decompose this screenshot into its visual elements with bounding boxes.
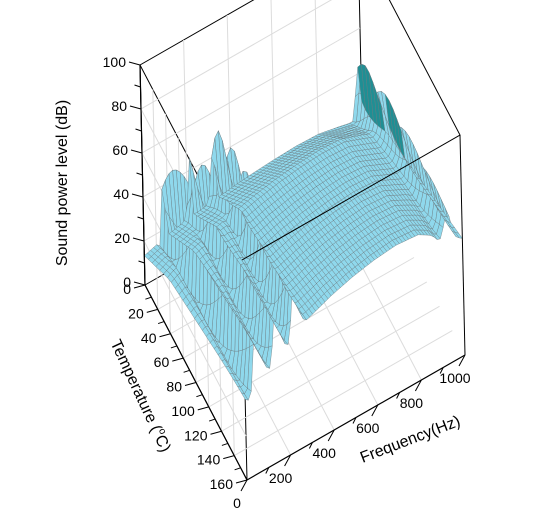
z-tick-mark	[131, 193, 144, 198]
surface-mesh	[143, 63, 463, 401]
x-minor-tick	[265, 467, 270, 474]
y-tick-label: 60	[154, 354, 170, 370]
z-tick-label: 80	[111, 98, 127, 114]
y-tick-label: 120	[184, 427, 208, 443]
y-minor-tick	[221, 442, 229, 446]
z-tick-label: 40	[113, 186, 129, 202]
x-tick-mark	[284, 454, 292, 467]
x-minor-tick	[439, 367, 444, 374]
x-tick-mark	[458, 354, 466, 367]
y-minor-tick	[170, 345, 178, 349]
z-minor-tick	[134, 84, 141, 88]
y-tick-label: 40	[141, 330, 157, 346]
z-minor-tick	[137, 216, 144, 220]
y-tick-mark	[184, 382, 197, 386]
x-tick-label: 400	[313, 445, 337, 461]
z-axis-title: Sound power level (dB)	[54, 100, 71, 266]
surface-cell	[357, 63, 366, 111]
z-tick-label: 60	[112, 142, 128, 158]
x-tick-label: 1000	[439, 370, 470, 386]
y-minor-tick	[208, 418, 216, 422]
z-minor-tick	[138, 260, 145, 264]
y-minor-tick	[145, 296, 152, 300]
z-tick-mark	[129, 105, 142, 110]
y-tick-label: 20	[128, 305, 144, 321]
z-tick-label: 0	[123, 274, 131, 290]
y-tick-mark	[146, 308, 158, 313]
y-tick-label: 0	[123, 281, 131, 297]
x-tick-label: 800	[400, 395, 424, 411]
y-tick-mark	[197, 406, 209, 411]
y-tick-mark	[223, 455, 235, 460]
y-minor-tick	[183, 369, 190, 373]
z-minor-tick	[136, 172, 143, 176]
axis-ticks: 0 200 400 600 800 1000 0 20 40 60 80 100 120 140 160 0 2…	[103, 54, 471, 511]
y-tick-mark	[133, 284, 146, 289]
y-tick-mark	[210, 430, 222, 435]
y-minor-tick	[234, 467, 241, 471]
y-minor-tick	[196, 394, 203, 398]
z-tick-label: 20	[114, 230, 130, 246]
y-axis-title-main: Temperature (	[107, 337, 165, 435]
x-tick-label: 0	[233, 495, 241, 511]
z-minor-tick	[135, 128, 142, 132]
z-tick-mark	[132, 237, 145, 242]
front-vertical-edge	[459, 134, 466, 356]
y-tick-label: 140	[197, 452, 221, 468]
x-minor-tick	[396, 392, 401, 399]
x-tick-label: 600	[356, 420, 380, 436]
y-tick-mark	[235, 479, 248, 484]
y-tick-label: 160	[210, 476, 234, 492]
y-tick-label: 100	[171, 403, 195, 419]
y-axis-title-unit: C)	[151, 433, 174, 455]
z-tick-mark	[133, 281, 146, 286]
y-axis-title-degree: o	[156, 427, 169, 437]
z-tick-mark	[130, 149, 143, 154]
z-tick-label: 100	[103, 54, 127, 70]
y-minor-tick	[157, 321, 165, 325]
x-tick-mark	[327, 429, 335, 442]
x-tick-mark	[414, 379, 422, 392]
y-tick-mark	[172, 357, 184, 362]
x-minor-tick	[352, 417, 357, 424]
x-tick-mark	[371, 404, 379, 417]
y-tick-mark	[159, 333, 171, 338]
x-minor-tick	[308, 442, 313, 449]
z-tick-mark	[128, 61, 141, 66]
x-tick-label: 200	[269, 470, 293, 486]
x-tick-mark	[240, 479, 248, 492]
y-tick-label: 80	[166, 379, 182, 395]
